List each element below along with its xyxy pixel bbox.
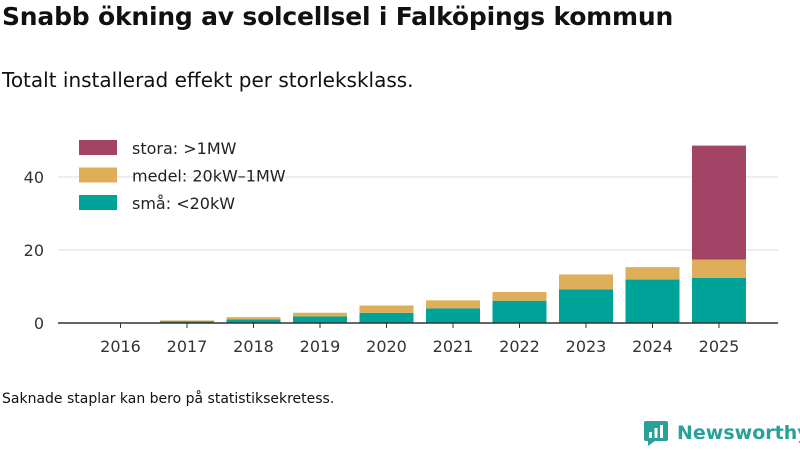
legend-label-medel: medel: 20kW–1MW [132,167,286,186]
x-tick-label: 2016 [100,337,141,356]
bar-medel-2019 [293,312,347,317]
newsworthy-logo-icon [644,421,668,446]
bar-stora-2025 [692,145,746,260]
legend-swatch-medel [79,167,117,183]
x-tick-label: 2018 [233,337,274,356]
footnote: Saknade staplar kan bero på statistiksek… [2,391,335,407]
chart-title: Snabb ökning av solcellsel i Falköpings … [2,2,674,31]
bar-medel-2025 [692,259,746,278]
x-tick-label: 2019 [300,337,341,356]
brand-logo: Newsworthy [643,419,800,447]
legend: stora: >1MW medel: 20kW–1MW små: <20kW [79,139,286,213]
legend-swatch-sma [79,195,117,210]
bar-sma-2019 [293,316,347,323]
x-tick-label: 2022 [499,337,540,356]
y-tick-label: 0 [34,314,44,333]
bar-sma-2024 [625,279,680,323]
bars [93,145,746,323]
y-tick-label: 40 [24,168,44,187]
bar-sma-2018 [226,319,281,323]
bar-medel-2017 [160,320,214,322]
bar-sma-2023 [559,289,613,323]
bar-medel-2024 [625,267,680,280]
bar-sma-2017 [160,321,214,323]
axes: 0 20 40 2016 2017 2018 2019 2020 2021 2022 2023 202… [24,168,778,356]
bar-medel-2022 [492,291,547,301]
bar-sma-2022 [492,300,547,323]
bar-sma-2020 [359,312,414,323]
x-tick-label: 2021 [433,337,474,356]
bar-medel-2018 [226,317,281,320]
x-tick-label: 2023 [566,337,607,356]
legend-label-sma: små: <20kW [132,194,235,213]
y-tick-label: 20 [24,241,44,260]
bar-medel-2021 [426,300,480,309]
x-tick-label: 2024 [632,337,673,356]
bar-medel-2020 [359,305,414,313]
grid-lines [58,176,778,251]
bar-sma-2025 [692,277,746,323]
brand-name: Newsworthy [677,422,800,444]
legend-label-stora: stora: >1MW [132,139,237,158]
legend-swatch-stora [79,140,117,155]
x-tick-label: 2017 [167,337,208,356]
bar-medel-2023 [559,274,613,290]
x-tick-label: 2025 [699,337,740,356]
x-tick-label: 2020 [366,337,407,356]
bar-sma-2021 [426,308,480,323]
chart-subtitle: Totalt installerad effekt per storlekskl… [2,68,414,92]
